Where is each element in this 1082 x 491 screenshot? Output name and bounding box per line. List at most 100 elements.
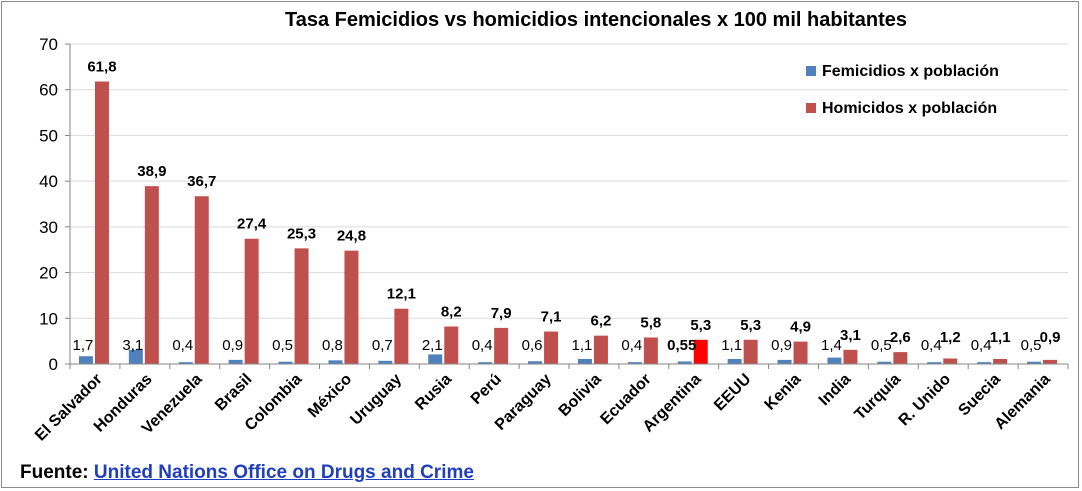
data-label-femicidios: 0,4: [971, 337, 992, 354]
bar-femicidios: [577, 358, 592, 364]
data-label-femicidios: 1,1: [572, 337, 593, 354]
data-label-homicidios: 1,2: [940, 329, 961, 346]
data-labels: 1,7 61,8 3,1 38,9 0,4 36,7 0,9 27,4 0,5 25,3 0,8 24…: [73, 58, 1061, 354]
bar-femicidios: [128, 349, 143, 364]
bar-femicidios: [328, 360, 343, 364]
legend-swatch: [806, 66, 816, 76]
y-axis: 0 10 20 30 40 50 60 70: [39, 35, 71, 374]
y-tick-label: 70: [39, 35, 58, 54]
data-label-homicidios: 7,9: [491, 305, 512, 322]
bar-homicidios: [593, 335, 608, 364]
x-category-label: Uruguay: [347, 371, 405, 429]
data-label-femicidios: 0,9: [222, 337, 243, 354]
bar-femicidios: [927, 362, 942, 364]
bar-femicidios: [528, 361, 543, 364]
bars: [78, 81, 1058, 364]
bar-femicidios: [877, 361, 892, 364]
data-label-homicidios: 5,3: [740, 317, 761, 334]
bar-homicidios: [943, 358, 958, 364]
source-prefix: Fuente:: [20, 462, 89, 483]
bar-femicidios: [1027, 361, 1042, 364]
x-category-label: El Salvador: [32, 371, 106, 445]
data-label-homicidios: 5,8: [640, 314, 661, 331]
legend: Femicidios x población Homicidos x poblac…: [806, 63, 999, 117]
data-label-homicidios: 7,1: [541, 309, 562, 326]
data-label-homicidios: 4,9: [790, 319, 811, 336]
data-label-femicidios: 0,4: [621, 337, 642, 354]
bar-femicidios: [428, 354, 443, 364]
data-label-femicidios: 0,5: [1021, 337, 1042, 354]
bar-homicidios: [244, 238, 259, 364]
data-label-femicidios: 0,7: [372, 337, 393, 354]
bar-homicidios: [394, 308, 409, 364]
bar-homicidios: [294, 248, 309, 364]
data-label-homicidios: 6,2: [591, 313, 612, 330]
bar-femicidios: [777, 359, 792, 364]
data-label-femicidios: 1,4: [821, 337, 842, 354]
bar-homicidios: [893, 352, 908, 364]
x-category-label: EEUU: [711, 371, 754, 414]
bar-homicidios: [843, 349, 858, 364]
x-category-label: Kenia: [762, 371, 805, 414]
y-tick-label: 40: [39, 172, 58, 191]
data-label-femicidios: 0,8: [322, 337, 343, 354]
bar-homicidios: [693, 339, 708, 364]
data-label-homicidios: 5,3: [690, 317, 711, 334]
chart-title: Tasa Femicidios vs homicidios intenciona…: [285, 9, 907, 31]
y-tick-label: 20: [39, 264, 58, 283]
bar-femicidios: [727, 358, 742, 364]
bar-homicidios: [494, 327, 509, 364]
bar-femicidios: [627, 362, 642, 364]
data-label-femicidios: 0,55: [667, 337, 696, 354]
bar-femicidios: [977, 362, 992, 364]
data-label-homicidios: 61,8: [87, 58, 116, 75]
data-label-homicidios: 3,1: [840, 327, 861, 344]
gridlines: [70, 43, 1068, 365]
data-label-femicidios: 0,5: [871, 337, 892, 354]
data-label-homicidios: 36,7: [187, 173, 216, 190]
bar-homicidios: [743, 339, 758, 364]
data-label-femicidios: 1,1: [721, 337, 742, 354]
x-category-label: Brasil: [212, 371, 255, 414]
y-tick-label: 50: [39, 126, 58, 145]
bar-homicidios: [643, 337, 658, 364]
data-label-femicidios: 0,5: [272, 337, 293, 354]
bar-femicidios: [278, 361, 293, 364]
bar-femicidios: [677, 361, 692, 364]
bar-homicidios: [444, 326, 459, 364]
bar-homicidios: [793, 341, 808, 364]
legend-swatch: [806, 103, 816, 113]
bar-femicidios: [228, 359, 243, 364]
x-category-label: R. Unido: [896, 371, 955, 430]
data-label-femicidios: 0,4: [921, 337, 942, 354]
data-label-femicidios: 0,6: [522, 337, 543, 354]
data-label-homicidios: 25,3: [287, 225, 316, 242]
y-tick-label: 10: [39, 309, 58, 328]
bar-femicidios: [378, 360, 393, 364]
y-tick-label: 0: [49, 355, 58, 374]
data-label-femicidios: 0,9: [771, 337, 792, 354]
bar-femicidios: [178, 362, 193, 364]
x-category-label: India: [816, 371, 854, 409]
bar-homicidios: [194, 196, 209, 364]
data-label-femicidios: 1,7: [73, 337, 94, 354]
source-link[interactable]: United Nations Office on Drugs and Crime: [93, 462, 474, 483]
data-label-homicidios: 38,9: [137, 163, 166, 180]
bar-femicidios: [827, 357, 842, 364]
data-label-homicidios: 1,1: [990, 329, 1011, 346]
data-label-femicidios: 3,1: [122, 337, 143, 354]
data-label-homicidios: 24,8: [337, 228, 366, 245]
x-category-label: México: [305, 371, 356, 422]
bar-homicidios: [993, 358, 1008, 364]
data-label-homicidios: 2,6: [890, 329, 911, 346]
bar-femicidios: [78, 356, 93, 364]
data-label-femicidios: 0,4: [472, 337, 493, 354]
bar-homicidios: [1043, 359, 1058, 364]
data-label-femicidios: 2,1: [422, 337, 443, 354]
legend-label: Femicidios x población: [822, 63, 999, 80]
bar-homicidios: [144, 186, 159, 364]
x-category-label: Bolivia: [556, 371, 605, 420]
